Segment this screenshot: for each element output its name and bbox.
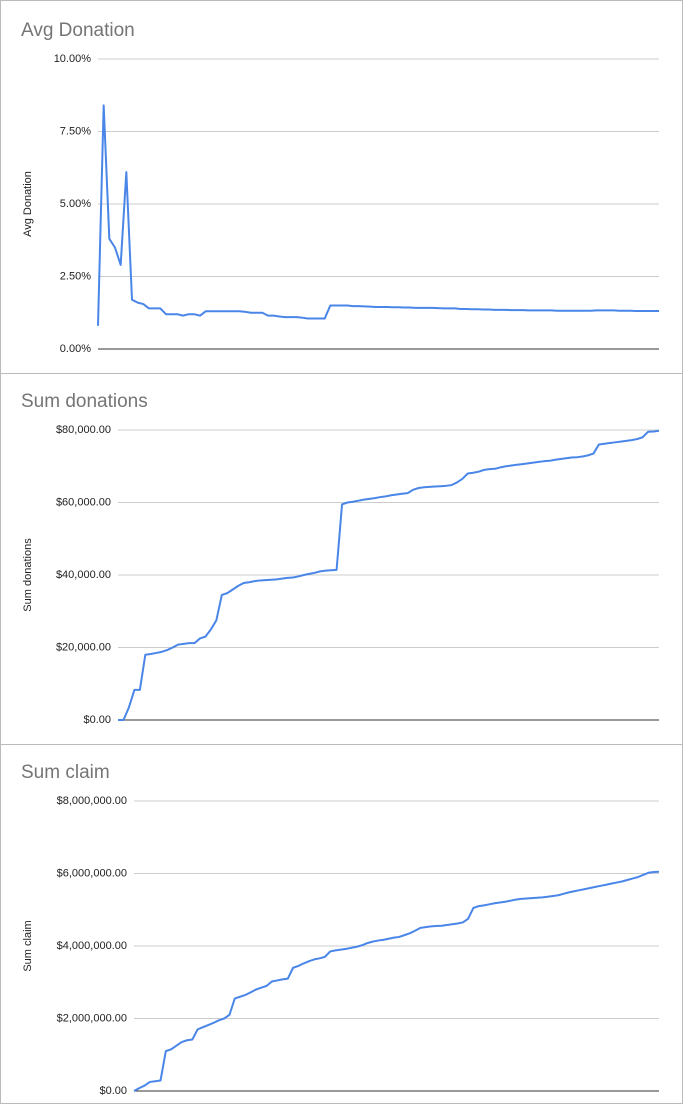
y-tick-label: $80,000.00 <box>56 424 111 436</box>
y-tick-label: 2.50% <box>60 270 91 282</box>
y-tick-label: $60,000.00 <box>56 496 111 508</box>
y-tick-label: $4,000,000.00 <box>57 940 127 952</box>
panel <box>0 744 683 1104</box>
y-tick-label: $20,000.00 <box>56 641 111 653</box>
data-line <box>118 429 660 721</box>
y-axis-label: Avg Donation <box>22 171 34 237</box>
y-axis-label: Sum claim <box>22 920 34 971</box>
chart-title: Avg Donation <box>21 20 135 41</box>
y-tick-label: $0.00 <box>83 714 111 726</box>
y-tick-label: 5.00% <box>60 198 91 210</box>
y-axis-label: Sum donations <box>22 538 34 612</box>
y-tick-label: $6,000,000.00 <box>57 867 127 879</box>
y-tick-label: 7.50% <box>60 125 91 137</box>
chart-title: Sum donations <box>21 391 148 412</box>
panel <box>0 0 683 374</box>
y-tick-label: $40,000.00 <box>56 569 111 581</box>
data-line <box>97 104 659 326</box>
chart-title: Sum claim <box>21 762 110 783</box>
y-tick-label: $8,000,000.00 <box>57 795 127 807</box>
panel <box>0 373 683 745</box>
data-line <box>133 870 660 1092</box>
y-tick-label: $2,000,000.00 <box>57 1012 127 1024</box>
y-tick-label: 10.00% <box>54 53 92 65</box>
y-tick-label: 0.00% <box>60 343 91 355</box>
y-tick-label: $0.00 <box>99 1085 127 1097</box>
